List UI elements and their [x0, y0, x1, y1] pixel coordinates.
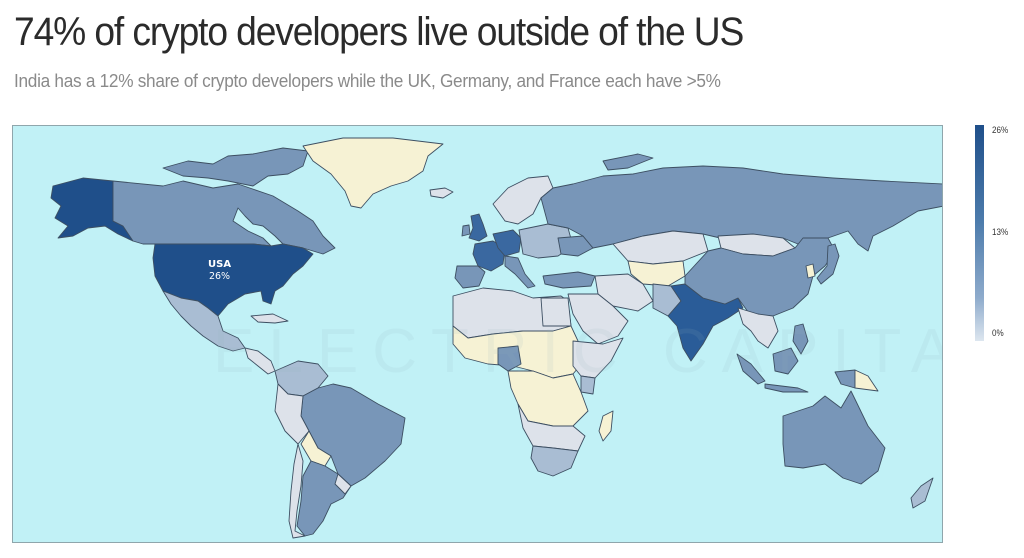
country-canada — [112, 180, 336, 255]
country-italy — [504, 255, 536, 289]
legend-gradient-bar — [975, 125, 984, 341]
region-central-africa — [507, 370, 589, 427]
country-russia — [540, 165, 942, 252]
country-indonesia-java — [764, 383, 809, 393]
country-kenya — [580, 375, 596, 395]
country-indonesia-sumatra — [736, 353, 766, 385]
country-papua-new-guinea — [854, 369, 879, 392]
country-spain — [454, 265, 486, 289]
country-borneo — [772, 347, 799, 375]
country-turkey — [542, 271, 596, 289]
country-japan — [816, 243, 840, 285]
country-uruguay — [334, 473, 352, 495]
region-central-asia — [627, 260, 686, 287]
country-south-korea — [805, 263, 816, 279]
region-southern-africa — [517, 403, 586, 452]
canada-arctic-islands — [162, 147, 309, 187]
country-philippines — [792, 323, 809, 355]
region-arabia — [567, 293, 629, 345]
page-subtitle: India has a 12% share of crypto develope… — [14, 70, 721, 91]
region-southeast-asia — [737, 307, 779, 349]
country-ukraine — [557, 235, 594, 257]
usa-annotation-country: USA — [208, 259, 232, 270]
country-greenland — [302, 137, 444, 209]
country-iceland — [429, 187, 454, 199]
country-madagascar — [598, 410, 614, 442]
country-australia — [782, 390, 886, 485]
country-france — [472, 240, 506, 272]
country-uk — [468, 213, 488, 242]
country-germany — [492, 229, 522, 257]
country-nigeria — [497, 345, 522, 372]
russia-arctic-islands — [602, 153, 654, 171]
page-title: 74% of crypto developers live outside of… — [14, 10, 744, 54]
map-svg — [50, 137, 942, 539]
country-cuba — [250, 313, 289, 324]
legend-tick-min: 0% — [992, 328, 1004, 339]
watermark: ELECTRIC CAPITAL — [213, 317, 943, 386]
usa-annotation: USA 26% — [208, 259, 231, 283]
region-horn-africa — [572, 337, 624, 379]
usa-annotation-value: 26% — [208, 271, 231, 282]
region-central-america — [244, 347, 276, 375]
country-south-africa — [530, 445, 579, 477]
country-china — [684, 237, 836, 317]
legend-tick-max: 26% — [992, 125, 1009, 136]
color-legend: 26% 13% 0% — [975, 125, 1024, 345]
country-new-zealand — [910, 477, 934, 509]
country-ireland — [461, 224, 471, 237]
legend-tick-mid: 13% — [992, 227, 1009, 238]
world-map: ELECTRIC CAPITAL USA 26% — [12, 125, 943, 543]
